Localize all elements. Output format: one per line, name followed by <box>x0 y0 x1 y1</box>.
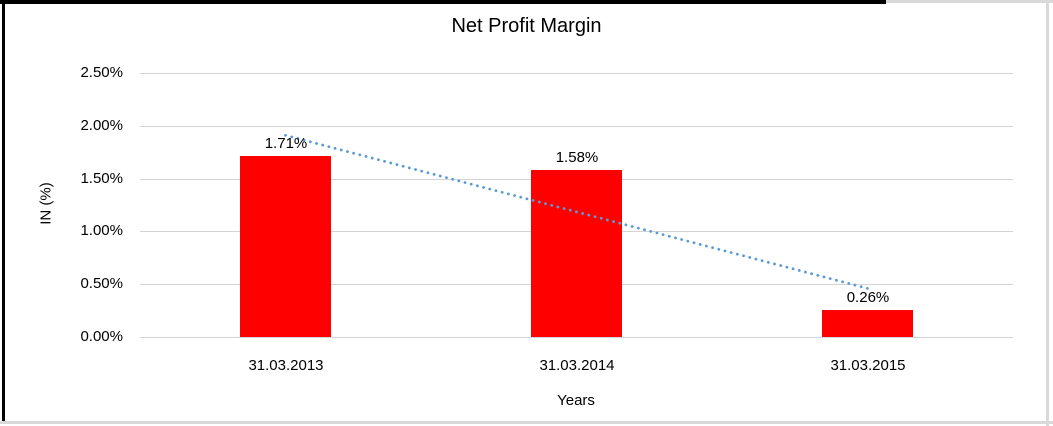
y-axis-tick-label: 1.00% <box>80 222 123 240</box>
data-label: 0.26% <box>846 289 890 306</box>
x-axis-category-label: 31.03.2014 <box>539 357 615 374</box>
x-axis-title: Years <box>557 392 595 409</box>
frame-border-right <box>1046 0 1049 426</box>
y-axis-tick-label: 0.00% <box>80 328 123 345</box>
data-label: 1.71% <box>264 135 308 152</box>
gridline <box>140 126 1013 127</box>
frame-border-top <box>0 0 886 4</box>
chart-title: Net Profit Margin <box>451 15 602 37</box>
trendline <box>284 133 869 290</box>
y-axis-title: IN (%) <box>37 182 55 225</box>
x-axis-category-label: 31.03.2013 <box>248 357 324 374</box>
gridline <box>140 73 1013 74</box>
gridline <box>140 337 1013 338</box>
bar-31.03.2013 <box>240 156 331 337</box>
bar-31.03.2014 <box>531 170 622 337</box>
y-axis-tick-label: 0.50% <box>80 275 123 293</box>
data-label: 1.58% <box>555 149 599 166</box>
frame-border-bottom <box>0 421 1053 424</box>
x-axis-category-label: 31.03.2015 <box>830 357 906 374</box>
frame-border-top-right <box>886 0 1053 3</box>
bar-31.03.2015 <box>822 310 913 337</box>
frame-border-left <box>2 0 5 424</box>
y-axis-tick-label: 2.50% <box>80 64 123 81</box>
y-axis-tick-label: 2.00% <box>80 116 123 134</box>
y-axis-tick-label: 1.50% <box>80 169 123 187</box>
plot-area <box>140 73 1013 338</box>
